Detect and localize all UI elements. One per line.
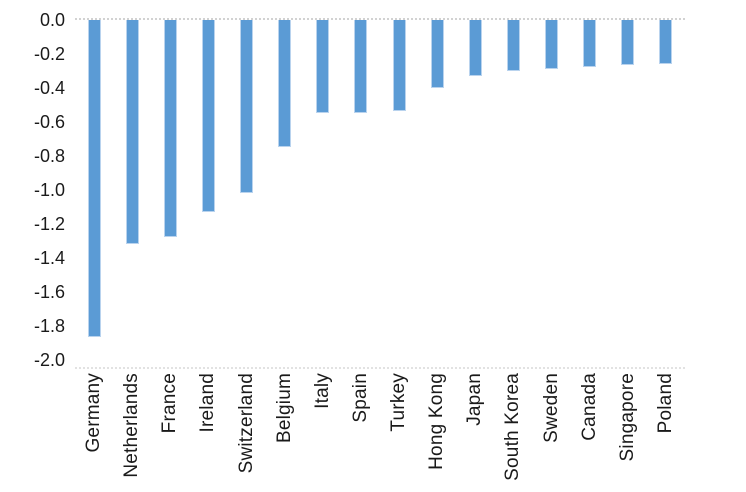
y-tick-label--0.2: -0.2 [33, 43, 65, 64]
bar-hong-kong [430, 19, 444, 88]
y-tick-label--0.8: -0.8 [33, 145, 65, 166]
x-label-ireland: Ireland [197, 373, 219, 433]
y-tick-label--1.2: -1.2 [33, 213, 65, 234]
x-label-sweden: Sweden [540, 373, 562, 443]
bar-turkey [392, 19, 406, 112]
bar-switzerland [240, 19, 254, 193]
y-tick-label--0.6: -0.6 [33, 111, 65, 132]
bar-south-korea [506, 19, 520, 71]
y-tick-label--0.4: -0.4 [33, 77, 65, 98]
x-label-south-korea: South Korea [502, 373, 524, 481]
bar-japan [468, 19, 482, 76]
bar-spain [354, 19, 368, 113]
x-label-germany: Germany [83, 373, 105, 453]
bar-poland [659, 19, 673, 64]
bar-sweden [545, 19, 559, 69]
bar-netherlands [125, 19, 139, 244]
y-tick-label-0.0: 0.0 [39, 9, 65, 30]
bar-germany [87, 19, 101, 338]
x-label-netherlands: Netherlands [121, 373, 143, 478]
y-tick-label--1.0: -1.0 [33, 179, 65, 200]
x-label-singapore: Singapore [616, 373, 638, 462]
bar-italy [316, 19, 330, 113]
bar-singapore [621, 19, 635, 66]
x-label-spain: Spain [349, 373, 371, 423]
x-label-poland: Poland [654, 373, 676, 434]
x-label-switzerland: Switzerland [235, 373, 257, 474]
x-label-belgium: Belgium [273, 373, 295, 444]
x-label-italy: Italy [311, 373, 333, 409]
y-tick-label--1.8: -1.8 [33, 315, 65, 336]
zero-gridline [75, 17, 685, 20]
plot-bottom-line [75, 367, 685, 369]
bar-canada [583, 19, 597, 68]
x-label-canada: Canada [578, 373, 600, 441]
x-label-hong-kong: Hong Kong [426, 373, 448, 470]
bar-france [163, 19, 177, 238]
x-label-france: France [159, 373, 181, 434]
x-label-turkey: Turkey [388, 373, 410, 432]
y-tick-label--2.0: -2.0 [33, 349, 65, 370]
y-tick-label--1.4: -1.4 [33, 247, 65, 268]
x-label-japan: Japan [464, 373, 486, 426]
y-tick-label--1.6: -1.6 [33, 281, 65, 302]
bar-belgium [278, 19, 292, 147]
bar-ireland [201, 19, 215, 212]
